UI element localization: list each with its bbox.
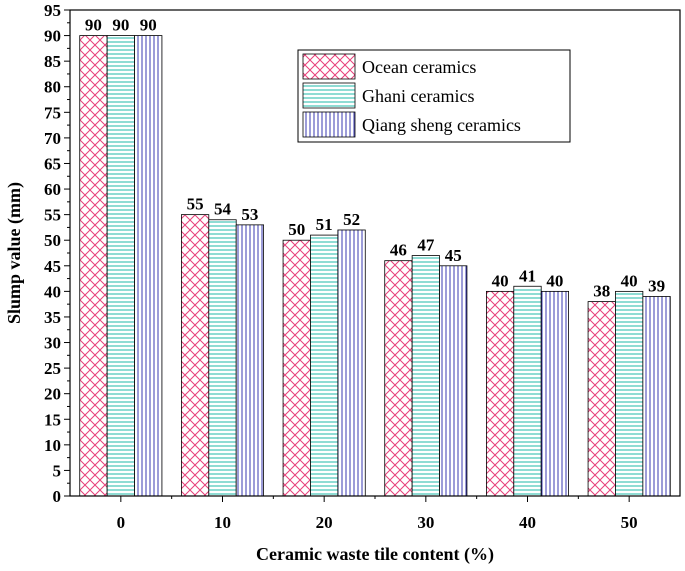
bar-ocean-ceramics-20 <box>282 239 311 497</box>
y-tick-label: 60 <box>44 180 61 199</box>
x-tick-label: 10 <box>214 513 231 532</box>
bar-qiang-sheng-ceramics-30 <box>439 265 468 497</box>
bar-ocean-ceramics-30 <box>384 260 413 497</box>
data-label: 46 <box>390 241 407 260</box>
data-label: 90 <box>85 16 102 35</box>
data-label: 40 <box>546 271 563 290</box>
x-axis-title: Ceramic waste tile content (%) <box>256 544 494 565</box>
bar-qiang-sheng-ceramics-0 <box>134 35 163 497</box>
data-label: 41 <box>519 266 536 285</box>
x-tick-label: 40 <box>519 513 536 532</box>
data-label: 90 <box>112 16 129 35</box>
y-tick-label: 90 <box>44 27 61 46</box>
bar-ghani-ceramics-40 <box>513 285 542 497</box>
y-tick-label: 30 <box>44 334 61 353</box>
bar-ocean-ceramics-50 <box>587 301 616 497</box>
legend-label: Ocean ceramics <box>362 57 476 77</box>
bar-ocean-ceramics-40 <box>485 290 515 497</box>
y-tick-label: 70 <box>44 129 61 148</box>
bar-ghani-ceramics-0 <box>106 35 135 497</box>
data-label: 45 <box>445 246 462 265</box>
bar-qiang-sheng-ceramics-10 <box>235 224 264 497</box>
y-tick-label: 0 <box>53 487 62 506</box>
y-tick-label: 45 <box>44 257 61 276</box>
x-axis: 0 10 20 30 40 50 <box>117 496 638 532</box>
y-tick-label: 55 <box>44 206 61 225</box>
data-label: 52 <box>343 210 360 229</box>
y-tick-label: 10 <box>44 436 61 455</box>
data-label: 50 <box>288 220 305 239</box>
x-tick-label: 0 <box>117 513 126 532</box>
bar-ghani-ceramics-30 <box>411 255 440 497</box>
y-axis-title: Slump value (mm) <box>4 182 25 324</box>
y-axis: 0 5 10 15 20 25 30 35 40 45 50 55 60 65 70 75 80 85 90 95 <box>44 1 70 506</box>
bar-qiang-sheng-ceramics-40 <box>540 290 570 497</box>
legend-label: Ghani ceramics <box>362 86 474 106</box>
bar-ghani-ceramics-20 <box>310 234 339 497</box>
y-tick-label: 25 <box>44 359 61 378</box>
x-tick-label: 20 <box>316 513 333 532</box>
y-tick-label: 15 <box>44 410 61 429</box>
data-label: 90 <box>140 16 157 35</box>
x-tick-label: 30 <box>417 513 434 532</box>
x-tick-label: 50 <box>621 513 638 532</box>
data-labels-group: 90 90 90 55 54 53 50 51 52 46 47 45 40 41 40 38 40 39 <box>85 16 665 301</box>
legend-swatch-ghani-ceramics <box>302 82 356 109</box>
bar-ghani-ceramics-50 <box>615 290 644 497</box>
y-tick-label: 95 <box>44 1 61 20</box>
data-label: 55 <box>187 195 204 214</box>
y-tick-label: 65 <box>44 154 61 173</box>
data-label: 39 <box>648 276 665 295</box>
data-label: 51 <box>316 215 333 234</box>
y-tick-label: 35 <box>44 308 61 327</box>
y-tick-label: 40 <box>44 282 61 301</box>
y-tick-label: 75 <box>44 103 61 122</box>
bar-ghani-ceramics-10 <box>208 219 237 497</box>
bar-ocean-ceramics-0 <box>79 35 108 497</box>
bar-qiang-sheng-ceramics-20 <box>337 229 366 497</box>
legend-label: Qiang sheng ceramics <box>362 115 521 135</box>
data-label: 54 <box>214 200 232 219</box>
y-tick-label: 50 <box>44 231 61 250</box>
y-tick-label: 20 <box>44 385 61 404</box>
bar-ocean-ceramics-10 <box>180 214 210 497</box>
data-label: 47 <box>417 236 435 255</box>
y-tick-label: 80 <box>44 78 61 97</box>
legend-swatch-ocean-ceramics <box>302 53 356 80</box>
data-label: 38 <box>593 282 610 301</box>
data-label: 53 <box>241 205 258 224</box>
bar-qiang-sheng-ceramics-50 <box>642 296 671 497</box>
y-tick-label: 5 <box>53 461 62 480</box>
data-label: 40 <box>621 271 638 290</box>
bars-group <box>79 35 671 497</box>
y-tick-label: 85 <box>44 52 61 71</box>
legend: Ocean ceramics Ghani ceramics Qiang sheng … <box>297 49 571 143</box>
data-label: 40 <box>492 271 509 290</box>
legend-swatch-qiang-sheng-ceramics <box>302 111 356 138</box>
